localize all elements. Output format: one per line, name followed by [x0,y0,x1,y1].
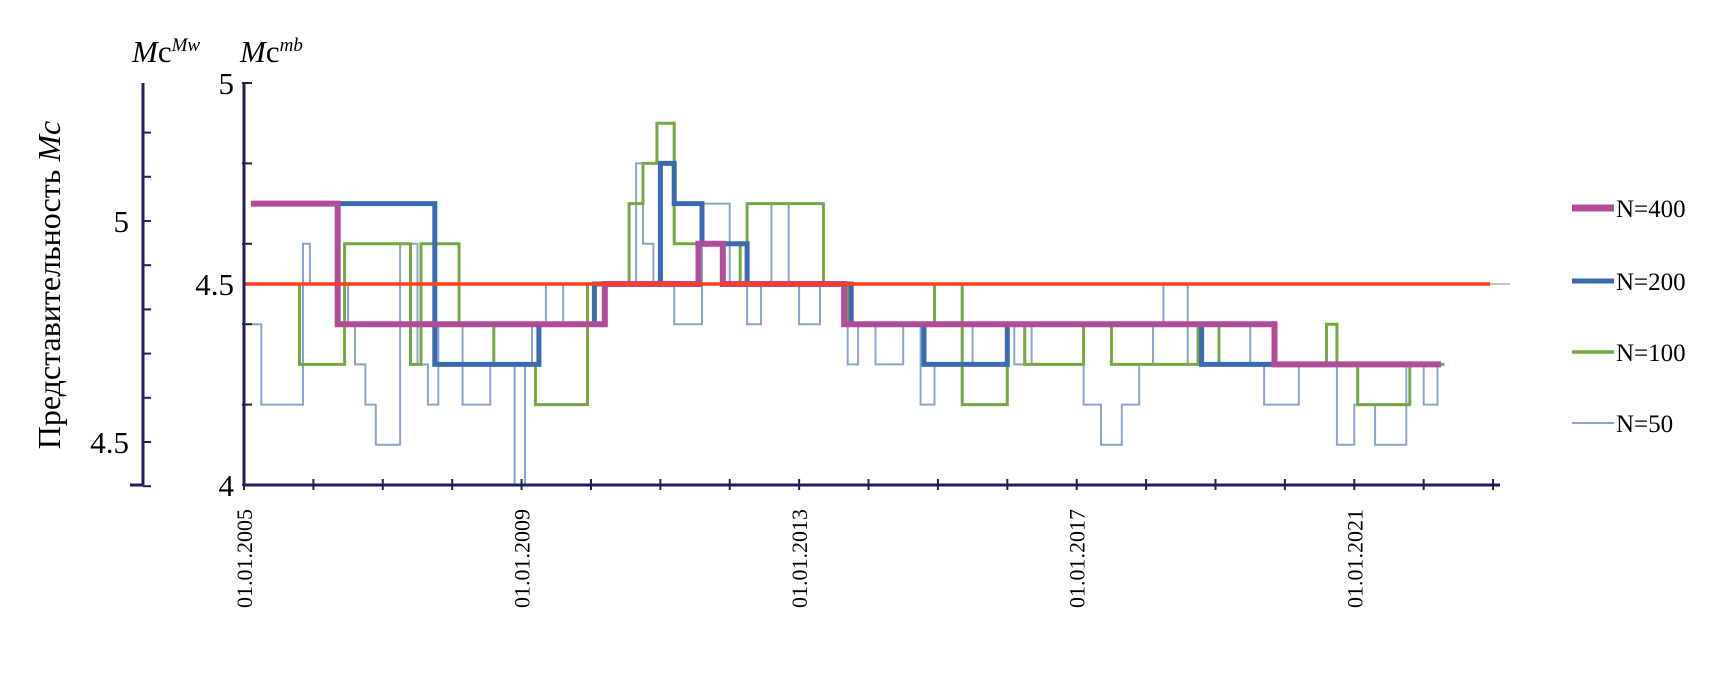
labels: 5 4.5 4 01.01.2005 01.01.2009 01.01.2013 01.01… [31,34,1367,608]
y-axis-label: Представительность Mc [31,121,67,450]
inner-y-tick-label: 4.5 [195,267,234,302]
x-tick-label: 01.01.2013 [787,509,812,608]
axes [130,82,1500,490]
x-tick-label: 01.01.2017 [1065,509,1090,608]
x-tick-label: 01.01.2009 [510,509,535,608]
legend: N=400 N=200 N=100 N=50 [1572,196,1686,438]
outer-y-tick-label: 4.5 [90,425,129,460]
series-n400-line [250,200,1441,368]
legend-label-n100: N=100 [1616,340,1686,367]
legend-label-n50: N=50 [1616,411,1673,438]
x-tick-label: 01.01.2005 [232,509,257,608]
series-n200-line [250,160,1441,367]
outer-y-tick-label: 5 [114,204,130,239]
x-tick-label: 01.01.2021 [1342,509,1367,608]
inner-y-tick-label: 5 [219,66,235,101]
series-lines [244,121,1510,486]
inner-y-tick-label: 4 [219,468,235,503]
axis-head-mw: McMw [131,34,200,69]
legend-label-n200: N=200 [1616,269,1686,296]
legend-label-n400: N=400 [1616,196,1686,223]
axis-head-mb: Mcmb [239,34,303,69]
